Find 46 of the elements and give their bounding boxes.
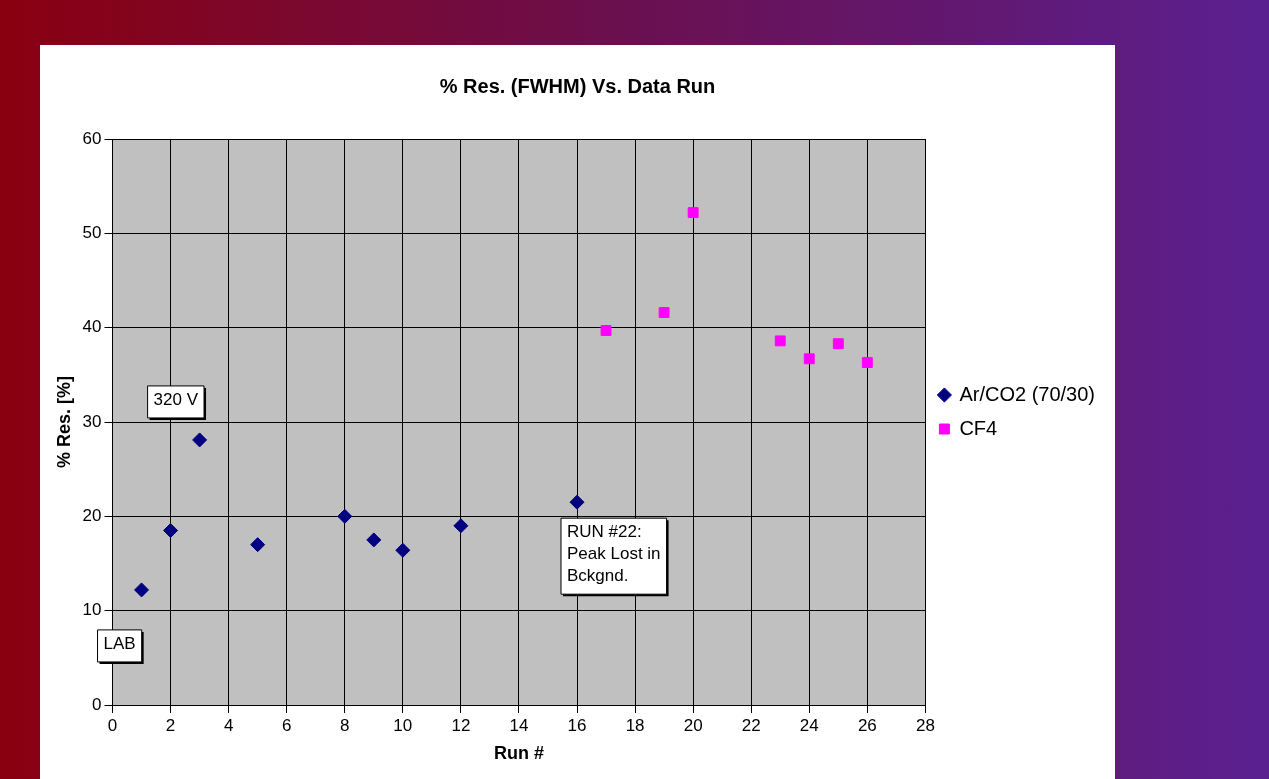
x-axis-title: Run # (493, 743, 544, 764)
point (569, 494, 585, 510)
x-tick-label: 16 (567, 715, 587, 735)
y-tick-label: 0 (92, 694, 102, 714)
point (163, 522, 179, 538)
x-tick-label: 10 (393, 715, 413, 735)
point (687, 207, 699, 219)
point (453, 518, 469, 534)
annotation: RUN #22: Peak Lost in Bckgnd. (567, 522, 661, 586)
point (250, 537, 266, 553)
x-tick-label: 14 (509, 715, 529, 735)
annotation: LAB (103, 634, 136, 654)
annotation: 320 V (153, 390, 199, 410)
x-tick-label: 20 (683, 715, 703, 735)
y-tick-label: 30 (82, 411, 102, 431)
y-tick-label: 20 (82, 506, 102, 526)
point (192, 432, 208, 448)
x-tick-label: 0 (107, 715, 118, 735)
legend-label: CF4 (959, 416, 998, 439)
point (366, 532, 382, 548)
x-tick-label: 18 (625, 715, 645, 735)
x-tick-label: 22 (741, 715, 761, 735)
x-tick-label: 12 (451, 715, 471, 735)
y-tick-label: 50 (82, 223, 102, 243)
x-tick-label: 6 (281, 715, 292, 735)
point (658, 307, 670, 319)
point (803, 353, 815, 365)
point (134, 582, 150, 598)
point (861, 357, 873, 369)
y-tick-label: 40 (82, 317, 102, 337)
y-axis-title: % Res. [%] (53, 375, 74, 469)
point (600, 325, 612, 336)
x-tick-label: 4 (223, 715, 234, 735)
x-tick-label: 28 (915, 715, 935, 735)
y-tick-label: 10 (82, 600, 102, 620)
x-tick-label: 8 (340, 715, 350, 735)
point (832, 338, 844, 350)
point (774, 335, 786, 347)
x-tick-label: 24 (799, 715, 819, 735)
legend-label: Ar/CO2 (70/30) (959, 382, 1095, 405)
point (395, 542, 411, 558)
y-tick-label: 60 (82, 128, 102, 148)
x-tick-label: 26 (857, 715, 877, 735)
chart-title: % Res. (FWHM) Vs. Data Run (439, 74, 716, 97)
point (337, 508, 353, 524)
x-tick-label: 2 (165, 715, 176, 735)
